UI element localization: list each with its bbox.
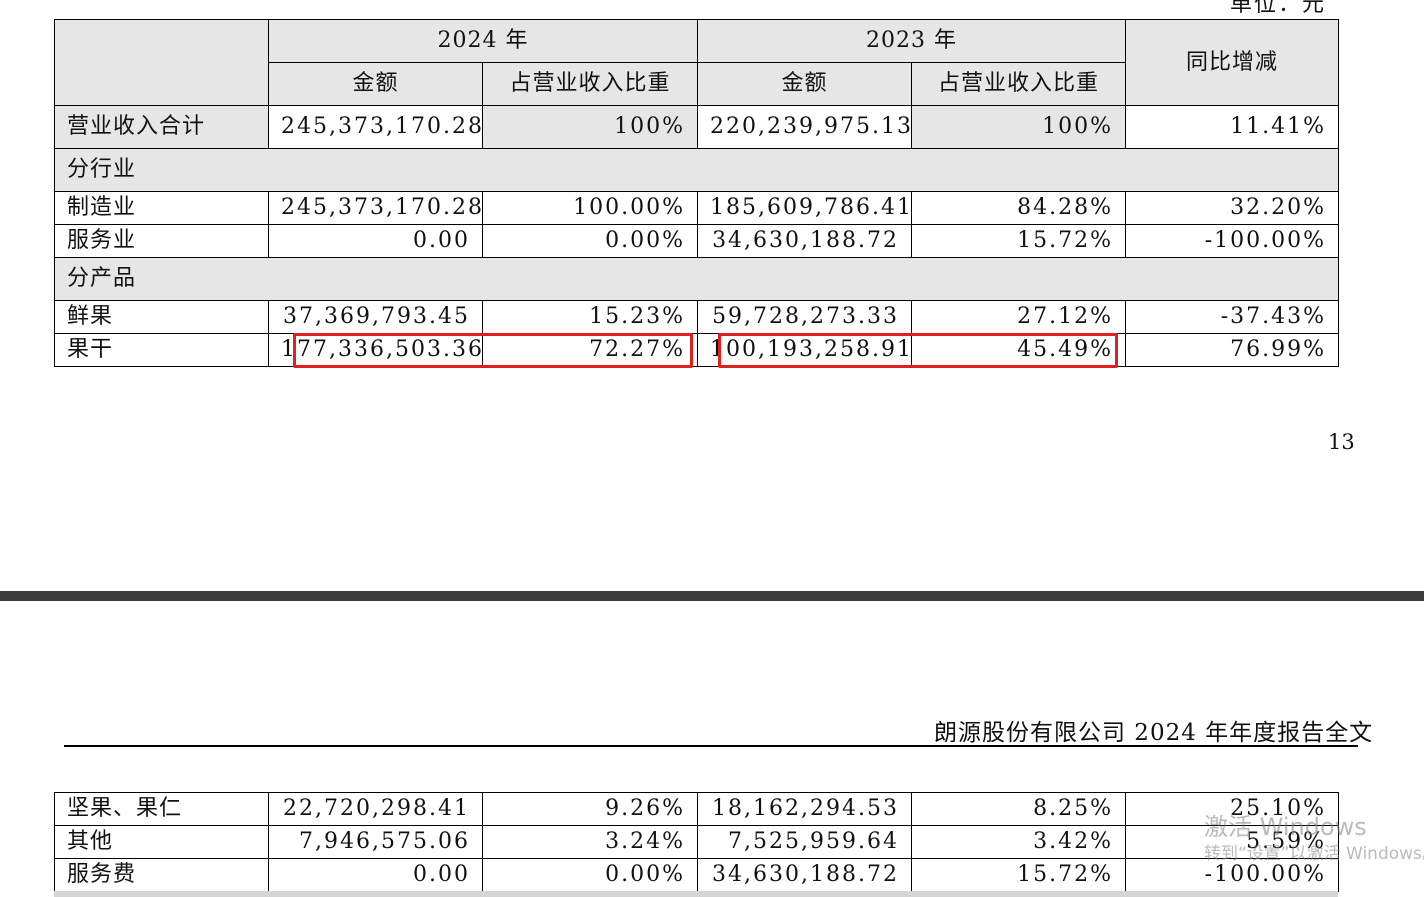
amount-2023: 7,525,959.64: [697, 825, 912, 859]
share-2024: 72.27%: [481, 333, 699, 367]
header-yoy-change: 同比增减: [1125, 19, 1340, 106]
amount-2023: 185,609,786.41: [697, 191, 913, 225]
share-2024: 3.24%: [482, 825, 698, 859]
table-row: 鲜果 37,369,793.45 15.23% 59,728,273.33 27…: [54, 300, 1340, 334]
share-2024: 15.23%: [481, 300, 699, 334]
table-row: 其他 7,946,575.06 3.24% 7,525,959.64 3.42%…: [54, 825, 1339, 859]
total-row: 营业收入合计 245,373,170.28 100% 220,239,975.1…: [54, 105, 1340, 149]
header-amount-2023: 金额: [697, 62, 913, 106]
total-share-2023: 100%: [911, 105, 1127, 149]
share-2023: 27.12%: [911, 300, 1127, 334]
table-row: 服务费 0.00 0.00% 34,630,188.72 15.72% -100…: [54, 858, 1339, 892]
row-label: 制造业: [54, 191, 269, 225]
share-2024: 9.26%: [482, 792, 698, 826]
amount-2024: 7,946,575.06: [268, 825, 483, 859]
header-amount-2024: 金额: [268, 62, 483, 106]
yoy: 25.10%: [1125, 792, 1339, 826]
yoy: 76.99%: [1125, 333, 1340, 367]
table-row: 制造业 245,373,170.28 100.00% 185,609,786.4…: [54, 191, 1340, 225]
header-rule: [64, 745, 1358, 747]
running-header: 朗源股份有限公司 2024 年年度报告全文: [934, 720, 1374, 746]
row-label: 服务费: [54, 858, 269, 892]
amount-2024: 0.00: [268, 858, 483, 892]
amount-2024: 177,336,503.36: [268, 333, 483, 367]
amount-2024: 37,369,793.45: [268, 300, 483, 334]
share-2023: 15.72%: [911, 224, 1127, 258]
amount-2023: 34,630,188.72: [697, 858, 912, 892]
amount-2023: 18,162,294.53: [697, 792, 912, 826]
share-2023: 3.42%: [911, 825, 1126, 859]
header-blank-cell: [54, 19, 269, 106]
header-share-2024: 占营业收入比重: [481, 62, 699, 106]
table-row: 坚果、果仁 22,720,298.41 9.26% 18,162,294.53 …: [54, 792, 1339, 826]
row-label: 服务业: [54, 224, 269, 258]
amount-2024: 22,720,298.41: [268, 792, 483, 826]
amount-2024: 245,373,170.28: [268, 191, 483, 225]
header-share-2023: 占营业收入比重: [911, 62, 1127, 106]
table-row: 服务业 0.00 0.00% 34,630,188.72 15.72% -100…: [54, 224, 1340, 258]
yoy: -100.00%: [1125, 858, 1339, 892]
unit-label: 单位：元: [1230, 0, 1327, 17]
table-row: 果干 177,336,503.36 72.27% 100,193,258.91 …: [54, 333, 1340, 367]
revenue-table-top: 2024 年 2023 年 同比增减 金额 占营业收入比重 金额 占营业收入比重…: [53, 19, 1340, 367]
revenue-table-bottom: 坚果、果仁 22,720,298.41 9.26% 18,162,294.53 …: [54, 792, 1339, 892]
yoy: -37.43%: [1125, 300, 1340, 334]
share-2023: 8.25%: [911, 792, 1126, 826]
page-separator: [0, 591, 1424, 601]
row-label: 果干: [54, 333, 269, 367]
section-row-industry: 分行业: [53, 148, 1340, 192]
yoy: 5.59%: [1125, 825, 1339, 859]
share-2024: 0.00%: [481, 224, 699, 258]
yoy: 32.20%: [1125, 191, 1340, 225]
total-yoy: 11.41%: [1125, 105, 1340, 149]
section-row-product: 分产品: [53, 257, 1340, 301]
share-2024: 0.00%: [482, 858, 698, 892]
share-2024: 100.00%: [481, 191, 699, 225]
row-label: 坚果、果仁: [54, 792, 269, 826]
amount-2023: 100,193,258.91: [697, 333, 913, 367]
row-label: 其他: [54, 825, 269, 859]
header-year-2023: 2023 年: [697, 19, 1127, 63]
total-label: 营业收入合计: [54, 105, 269, 149]
total-share-2024: 100%: [481, 105, 699, 149]
section-product-label: 分产品: [53, 257, 1340, 301]
section-industry-label: 分行业: [53, 148, 1340, 192]
total-amount-2023: 220,239,975.13: [697, 105, 913, 149]
yoy: -100.00%: [1125, 224, 1340, 258]
share-2023: 45.49%: [911, 333, 1127, 367]
share-2023: 84.28%: [911, 191, 1127, 225]
share-2023: 15.72%: [911, 858, 1126, 892]
bottom-shaded-strip: [54, 891, 1338, 897]
header-year-2024: 2024 年: [267, 19, 699, 63]
amount-2023: 59,728,273.33: [697, 300, 913, 334]
amount-2023: 34,630,188.72: [697, 224, 913, 258]
page-number: 13: [1328, 430, 1355, 454]
total-amount-2024: 245,373,170.28: [268, 105, 483, 149]
row-label: 鲜果: [54, 300, 269, 334]
amount-2024: 0.00: [268, 224, 483, 258]
